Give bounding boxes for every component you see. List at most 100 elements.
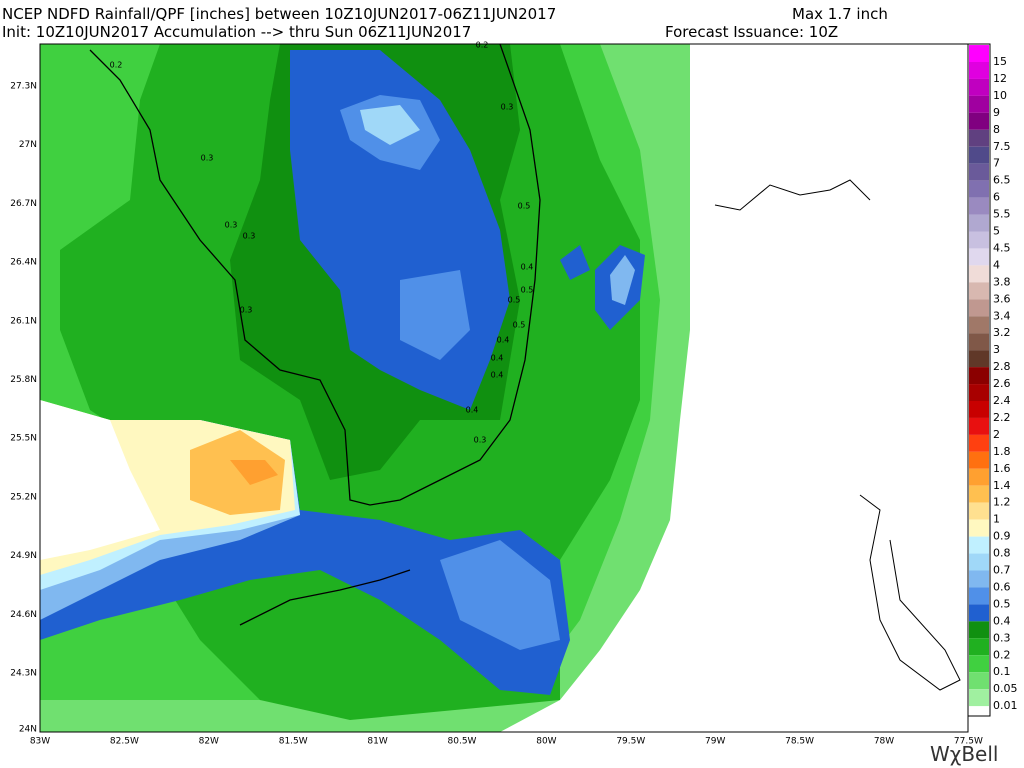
issuance: Forecast Issuance: 10Z [665, 23, 838, 41]
lat-label: 26.4N [10, 258, 37, 268]
contour-label: 0.2 [476, 41, 489, 50]
lat-label: 26.1N [10, 316, 37, 326]
colorbar-label: 6 [993, 191, 1000, 204]
lon-label: 82.5W [110, 737, 139, 747]
rain-area [190, 430, 285, 515]
colorbar-swatch [969, 689, 989, 707]
contour-label: 0.5 [521, 286, 534, 295]
logo: WχBell [930, 742, 998, 766]
colorbar-swatch [969, 502, 989, 520]
lon-label: 79W [705, 737, 725, 747]
contour-label: 0.5 [518, 202, 531, 211]
colorbar-label: 7 [993, 157, 1000, 170]
colorbar-label: 1 [993, 513, 1000, 526]
colorbar-label: 2 [993, 428, 1000, 441]
rain-area [610, 255, 635, 305]
colorbar-swatch [969, 316, 989, 334]
rain-area [440, 540, 560, 650]
colorbar-swatch [969, 163, 989, 181]
colorbar-swatch [969, 553, 989, 571]
lon-label: 81W [367, 737, 387, 747]
colorbar-swatch [969, 78, 989, 96]
lat-label: 25.5N [10, 434, 37, 444]
colorbar-swatch [969, 570, 989, 588]
colorbar-label: 15 [993, 55, 1007, 68]
colorbar-label: 3.6 [993, 292, 1011, 305]
lon-label: 80.5W [448, 737, 477, 747]
lat-label: 25.2N [10, 492, 37, 502]
map [39, 43, 969, 733]
colorbar-label: 5 [993, 225, 1000, 238]
colorbar-label: 6.5 [993, 174, 1011, 187]
colorbar-swatch [969, 401, 989, 418]
colorbar-label: 8 [993, 123, 1000, 136]
colorbar-swatch [969, 112, 989, 130]
colorbar-swatch [969, 367, 989, 385]
colorbar-label: 0.7 [993, 564, 1011, 577]
lon-label: 82W [199, 737, 219, 747]
colorbar-swatch [969, 45, 989, 62]
colorbar-label: 4 [993, 258, 1000, 271]
contour-label: 0.5 [513, 321, 526, 330]
colorbar-label: 9 [993, 106, 1000, 119]
colorbar-label: 0.9 [993, 530, 1011, 543]
colorbar-swatch [969, 350, 989, 368]
contour-label: 0.3 [240, 306, 253, 315]
colorbar-swatch [969, 417, 989, 435]
lat-label: 24.6N [10, 610, 37, 620]
lat-label: 24.9N [10, 551, 37, 561]
colorbar-swatch [969, 265, 989, 283]
lon-label: 78W [874, 737, 894, 747]
colorbar-swatch [969, 519, 989, 537]
colorbar-swatch [969, 451, 989, 469]
rain-area [360, 105, 420, 145]
lat-label: 27N [19, 140, 37, 150]
lon-label: 81.5W [279, 737, 308, 747]
lon-label: 78.5W [785, 737, 814, 747]
colorbar-label: 12 [993, 72, 1007, 85]
rain-area [400, 270, 470, 360]
colorbar-label: 0.8 [993, 547, 1011, 560]
lon-label: 80W [536, 737, 556, 747]
colorbar-swatch [969, 672, 989, 690]
colorbar-label: 0.01 [993, 699, 1018, 712]
colorbar-swatch [969, 333, 989, 351]
contour-label: 0.2 [110, 61, 123, 70]
colorbar-swatch [969, 485, 989, 503]
colorbar-swatch [969, 197, 989, 215]
colorbar-swatch [969, 214, 989, 232]
colorbar-swatch [969, 248, 989, 266]
rain-area [230, 460, 278, 485]
colorbar-label: 1.6 [993, 462, 1011, 475]
contour-label: 0.3 [243, 232, 256, 241]
colorbar-swatch [969, 146, 989, 164]
colorbar-label: 1.4 [993, 479, 1011, 492]
contour-label: 0.3 [225, 221, 238, 230]
coastline [89, 44, 541, 506]
contour-label: 0.3 [501, 103, 514, 112]
no-data [40, 400, 160, 560]
colorbar-label: 0.5 [993, 597, 1011, 610]
rain-area [560, 245, 590, 280]
colorbar-label: 7.5 [993, 140, 1011, 153]
colorbar-swatch [969, 468, 989, 486]
colorbar-label: 3.8 [993, 275, 1011, 288]
colorbar-swatch [969, 62, 989, 79]
colorbar-swatch [969, 587, 989, 605]
lon-label: 79.5W [616, 737, 645, 747]
contour-label: 0.4 [497, 336, 510, 345]
colorbar-label: 2.4 [993, 394, 1011, 407]
colorbar-label: 0.3 [993, 631, 1011, 644]
contour-label: 0.4 [521, 263, 534, 272]
max-value: Max 1.7 inch [792, 5, 888, 23]
contour-label: 0.3 [474, 436, 487, 445]
colorbar-label: 0.1 [993, 665, 1011, 678]
colorbar-label: 3.4 [993, 309, 1011, 322]
colorbar-swatch [969, 384, 989, 401]
colorbar-swatch [969, 638, 989, 656]
contour-label: 0.4 [491, 371, 504, 380]
lat-label: 24N [19, 725, 37, 735]
colorbar-label: 0.05 [993, 682, 1018, 695]
colorbar-swatch [969, 129, 989, 147]
